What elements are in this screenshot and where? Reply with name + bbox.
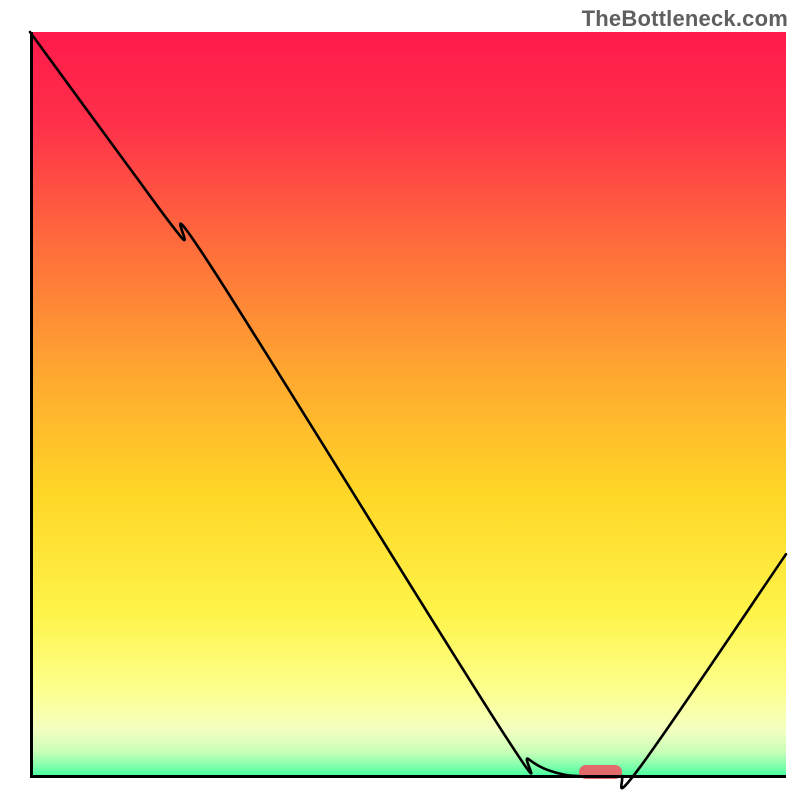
chart-container: TheBottleneck.com <box>0 0 800 800</box>
y-axis <box>30 32 33 778</box>
watermark-text: TheBottleneck.com <box>582 6 788 32</box>
x-axis <box>30 775 786 778</box>
plot-area <box>30 32 786 778</box>
bottleneck-curve <box>30 32 786 788</box>
curve-layer <box>30 32 786 778</box>
